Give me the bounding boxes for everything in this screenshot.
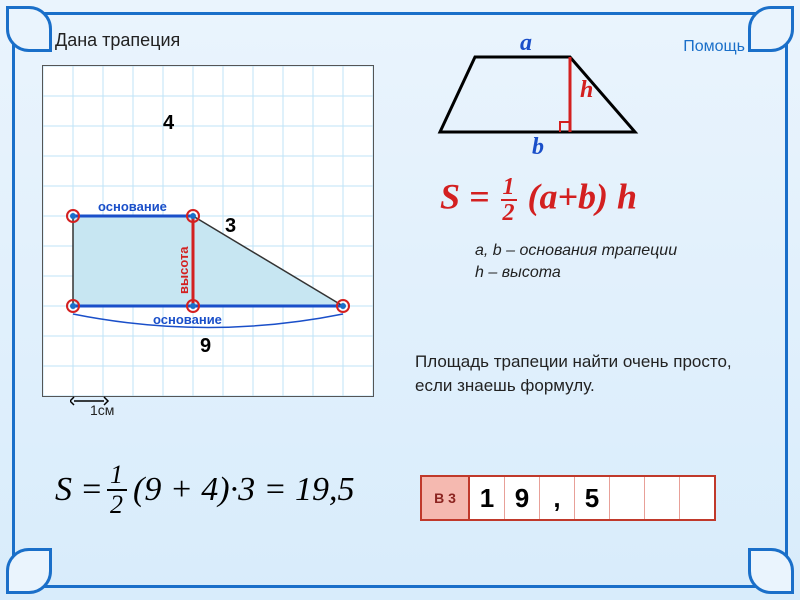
svg-text:=: = (80, 471, 103, 508)
svg-text:высота: высота (176, 246, 191, 294)
answer-box: В 3 19,5 (420, 475, 716, 521)
svg-text:S: S (55, 471, 72, 508)
svg-text:основание: основание (98, 199, 167, 214)
svg-text:основание: основание (153, 312, 222, 327)
svg-text:(9 + 4)·3 = 19,5: (9 + 4)·3 = 19,5 (133, 471, 355, 508)
answer-cell: , (540, 477, 575, 519)
formula-rhs: (a+b) h (528, 176, 638, 216)
height-value: 3 (225, 215, 236, 238)
help-link[interactable]: Помощь (683, 38, 745, 56)
corner-decor (6, 548, 52, 594)
top-base-value: 4 (163, 112, 174, 135)
area-formula: S = 1 2 (a+b) h (440, 175, 637, 225)
unit-arrow (70, 395, 130, 415)
corner-decor (6, 6, 52, 52)
page-title: Дана трапеция (55, 30, 180, 51)
svg-text:a: a (520, 32, 532, 56)
calculation: S=12 (9 + 4)·3 = 19,5 (55, 455, 395, 534)
bottom-base-value: 9 (200, 335, 211, 358)
formula-lhs: S = (440, 176, 490, 216)
answer-cell (645, 477, 680, 519)
formula-fraction: 1 2 (501, 175, 517, 225)
svg-text:b: b (532, 134, 544, 160)
svg-text:1: 1 (110, 460, 123, 489)
answer-cell: 1 (470, 477, 505, 519)
formula-diagram: a b h (420, 32, 650, 162)
formula-legend: a, b – основания трапеции h – высота (475, 240, 677, 285)
answer-cell (680, 477, 714, 519)
svg-text:h: h (580, 77, 593, 103)
corner-decor (748, 548, 794, 594)
answer-tag: В 3 (422, 477, 470, 519)
hint-text: Площадь трапеции найти очень просто, есл… (415, 350, 765, 398)
corner-decor (748, 6, 794, 52)
answer-cell: 5 (575, 477, 610, 519)
svg-text:2: 2 (110, 490, 123, 519)
answer-cell: 9 (505, 477, 540, 519)
answer-cell (610, 477, 645, 519)
